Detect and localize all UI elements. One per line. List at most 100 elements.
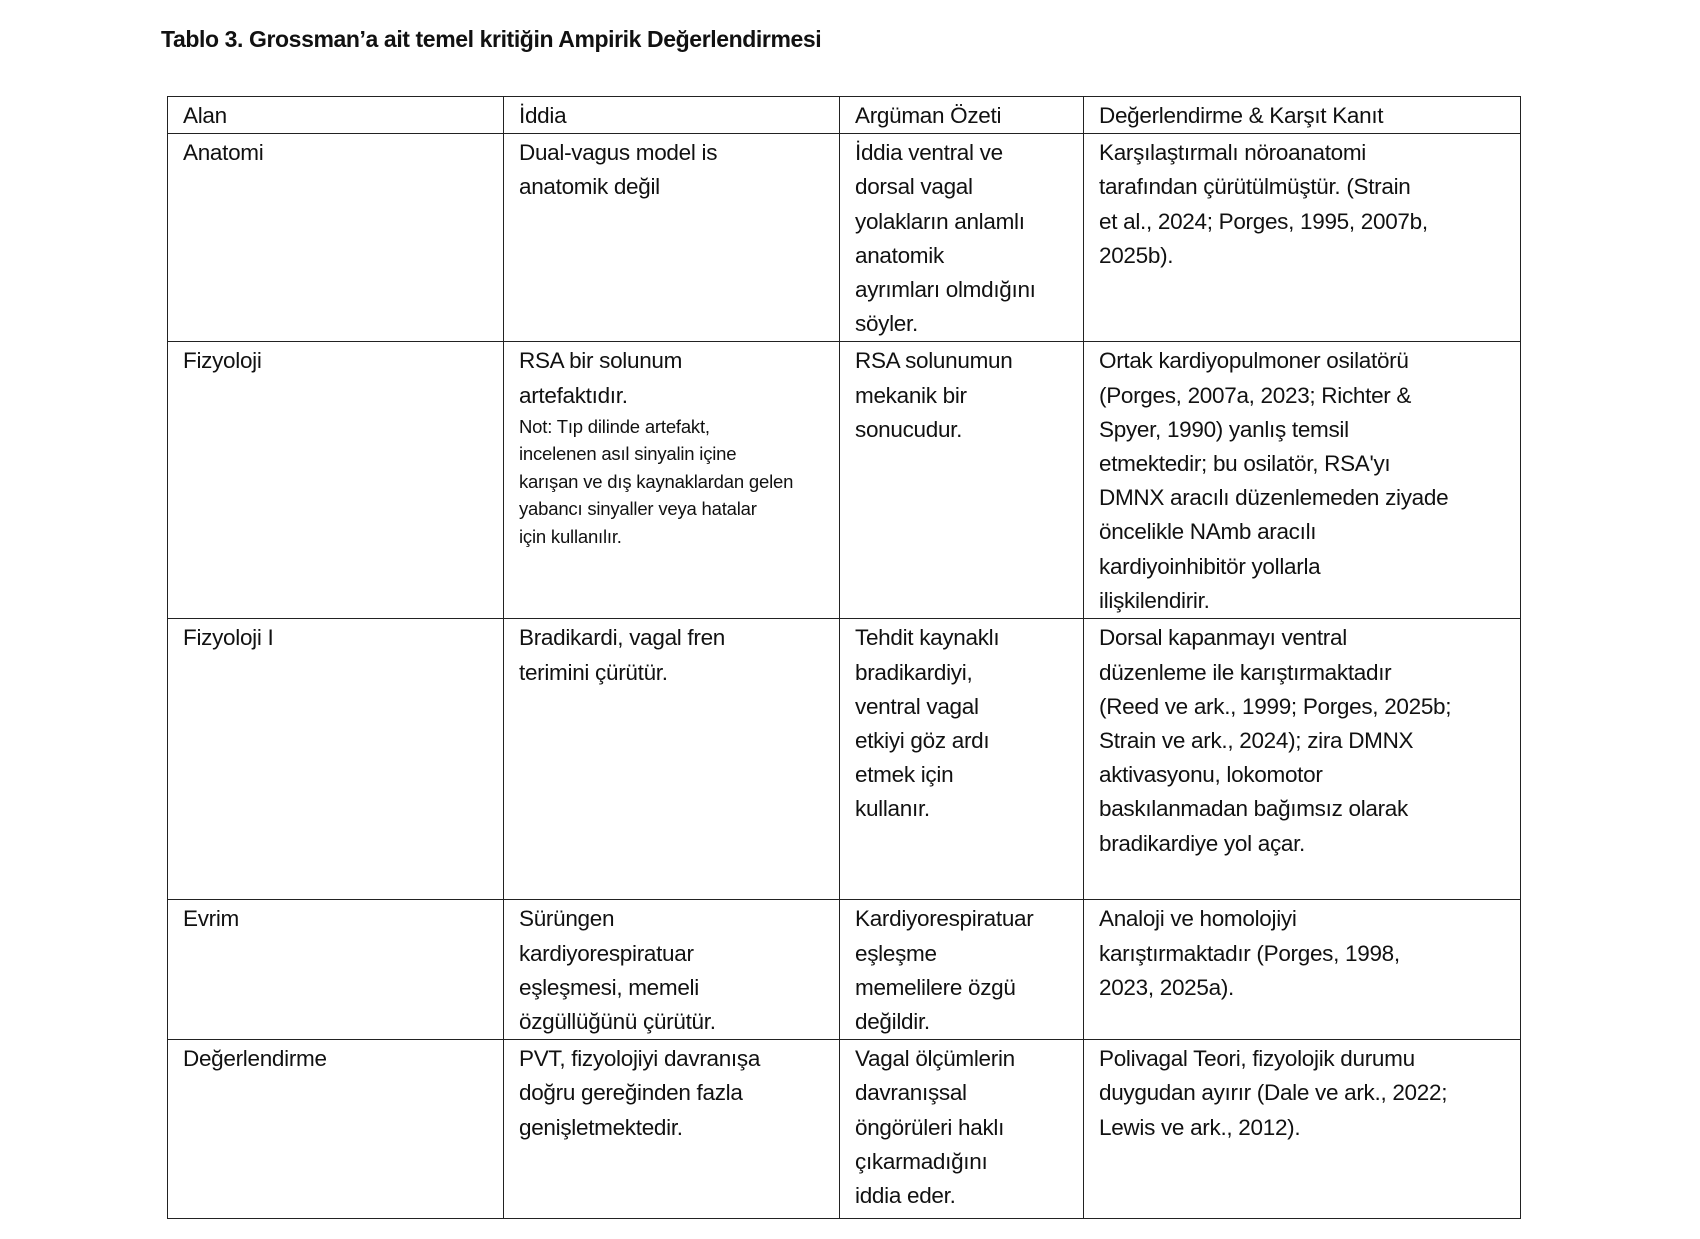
note-line: karışan ve dış kaynaklardan gelen (519, 470, 794, 492)
note-line: incelenen asıl sinyalin içine (519, 443, 737, 465)
cell-line: Değerlendirme (183, 1046, 327, 1072)
cell-line: Strain ve ark., 2024); zira DMNX (1099, 728, 1414, 754)
cell-ozet: İddia ventral ve dorsal vagal yolakların a… (839, 133, 1084, 343)
cell-line: RSA bir solunum (519, 348, 683, 374)
cell-line: artefaktıdır. (519, 382, 628, 408)
cell-degerlendirme: Ortak kardiyopulmoner osilatörü (Porges, … (1083, 341, 1521, 620)
cell-line: ayrımları olmdığını (855, 277, 1036, 303)
cell-line: 2023, 2025a). (1099, 974, 1234, 1000)
cell-iddia: RSA bir solunum artefaktıdır. Not: Tıp dil… (503, 341, 840, 620)
cell-line: Dual-vagus model is (519, 140, 718, 166)
cell-line: iddia eder. (855, 1183, 956, 1209)
note-line: yabancı sinyaller veya hatalar (519, 498, 757, 520)
cell-line: değildir. (855, 1009, 930, 1035)
cell-line: karıştırmaktadır (Porges, 1998, (1099, 940, 1400, 966)
cell-alan: Anatomi (167, 133, 504, 343)
cell-line: genişletmektedir. (519, 1114, 683, 1140)
cell-line: öngörüleri haklı (855, 1114, 1005, 1140)
cell-line: baskılanmadan bağımsız olarak (1099, 796, 1408, 822)
cell-ozet: Kardiyorespiratuar eşleşme memelilere özgü… (839, 899, 1084, 1041)
cell-line: Tehdit kaynaklı (855, 625, 1000, 651)
evaluation-table: Alan İddia Argüman Özeti Değerlendirme &… (167, 95, 1521, 1220)
cell-alan: Fizyoloji I (167, 618, 504, 901)
table-row: Anatomi Dual-vagus model is anatomik değil… (167, 133, 1521, 343)
cell-line: düzenleme ile karıştırmaktadır (1099, 659, 1392, 685)
cell-degerlendirme: Analoji ve homolojiyi karıştırmaktadır (P… (1083, 899, 1521, 1041)
cell-line: Fizyoloji I (183, 625, 274, 651)
cell-line: terimini çürütür. (519, 659, 668, 685)
cell-line: Evrim (183, 906, 239, 932)
cell-line: memelilere özgü (855, 974, 1016, 1000)
header-alan: Alan (167, 95, 504, 135)
cell-line: Vagal ölçümlerin (855, 1046, 1015, 1072)
cell-line: davranışsal (855, 1080, 967, 1106)
cell-line: et al., 2024; Porges, 1995, 2007b, (1099, 208, 1428, 234)
cell-line: çıkarmadığını (855, 1148, 988, 1174)
cell-line: özgüllüğünü çürütür. (519, 1009, 716, 1035)
header-ozet: Argüman Özeti (839, 95, 1084, 135)
cell-line: etmektedir; bu osilatör, RSA'yı (1099, 451, 1391, 477)
cell-iddia: PVT, fizyolojiyi davranışa doğru gereğind… (503, 1039, 840, 1220)
cell-alan: Değerlendirme (167, 1039, 504, 1220)
cell-line: eşleşme (855, 940, 937, 966)
cell-line: Karşılaştırmalı nöroanatomi (1099, 140, 1367, 166)
cell-iddia: Dual-vagus model is anatomik değil (503, 133, 840, 343)
cell-line: sonucudur. (855, 416, 963, 442)
table-caption: Tablo 3. Grossman’a ait temel kritiğin A… (161, 26, 822, 52)
cell-ozet: Tehdit kaynaklı bradikardiyi, ventral vaga… (839, 618, 1084, 901)
cell-degerlendirme: Dorsal kapanmayı ventral düzenleme ile ka… (1083, 618, 1521, 901)
cell-iddia: Bradikardi, vagal fren terimini çürütür. (503, 618, 840, 901)
cell-line: Fizyoloji (183, 348, 262, 374)
header-iddia: İddia (503, 95, 840, 135)
footnote: Not: Tıp dilinde artefakt, incelenen asıl… (519, 413, 839, 551)
cell-line: tarafından çürütülmüştür. (Strain (1099, 174, 1411, 200)
table-row: Evrim Sürüngen kardiyorespiratuar eşleşmesi… (167, 899, 1521, 1041)
cell-line: doğru gereğinden fazla (519, 1080, 743, 1106)
cell-line: anatomik (855, 242, 944, 268)
cell-iddia: Sürüngen kardiyorespiratuar eşleşmesi, mem… (503, 899, 840, 1041)
cell-line: dorsal vagal (855, 174, 973, 200)
cell-line: Polivagal Teori, fizyolojik durumu (1099, 1046, 1415, 1072)
cell-line: Ortak kardiyopulmoner osilatörü (1099, 348, 1409, 374)
cell-line: Kardiyorespiratuar (855, 906, 1034, 932)
cell-line: Bradikardi, vagal fren (519, 625, 726, 651)
cell-alan: Evrim (167, 899, 504, 1041)
cell-line: kardiyorespiratuar (519, 940, 694, 966)
cell-line: Anatomi (183, 140, 264, 166)
cell-ozet: RSA solunumun mekanik bir sonucudur. (839, 341, 1084, 620)
cell-line: etmek için (855, 762, 954, 788)
cell-line: anatomik değil (519, 174, 660, 200)
note-line: için kullanılır. (519, 525, 622, 547)
cell-line: RSA solunumun (855, 348, 1013, 374)
cell-degerlendirme: Polivagal Teori, fizyolojik durumu duygud… (1083, 1039, 1521, 1220)
cell-line: ilişkilendirir. (1099, 587, 1210, 613)
cell-line: eşleşmesi, memeli (519, 974, 699, 1000)
cell-ozet: Vagal ölçümlerin davranışsal öngörüleri ha… (839, 1039, 1084, 1220)
cell-degerlendirme: Karşılaştırmalı nöroanatomi tarafından çü… (1083, 133, 1521, 343)
cell-line: bradikardiye yol açar. (1099, 830, 1306, 856)
cell-line: Dorsal kapanmayı ventral (1099, 625, 1347, 651)
cell-line: DMNX aracılı düzenlemeden ziyade (1099, 485, 1449, 511)
cell-line: (Reed ve ark., 1999; Porges, 2025b; (1099, 693, 1452, 719)
table-row: Değerlendirme PVT, fizyolojiyi davranışa d… (167, 1039, 1521, 1220)
cell-line: duygudan ayırır (Dale ve ark., 2022; (1099, 1080, 1448, 1106)
cell-alan: Fizyoloji (167, 341, 504, 620)
cell-line: öncelikle NAmb aracılı (1099, 519, 1317, 545)
cell-line: bradikardiyi, (855, 659, 973, 685)
cell-line: 2025b). (1099, 242, 1174, 268)
header-row: Alan İddia Argüman Özeti Değerlendirme &… (167, 95, 1521, 135)
cell-line: Spyer, 1990) yanlış temsil (1099, 416, 1349, 442)
cell-line: (Porges, 2007a, 2023; Richter & (1099, 382, 1412, 408)
cell-line: ventral vagal (855, 693, 979, 719)
cell-line: yolakların anlamlı (855, 208, 1025, 234)
cell-line: Lewis ve ark., 2012). (1099, 1114, 1301, 1140)
cell-line: etkiyi göz ardı (855, 728, 990, 754)
cell-line: söyler. (855, 311, 918, 337)
cell-line: Sürüngen (519, 906, 615, 932)
cell-line: aktivasyonu, lokomotor (1099, 762, 1323, 788)
cell-line: kardiyoinhibitör yollarla (1099, 553, 1321, 579)
note-line: Not: Tıp dilinde artefakt, (519, 415, 710, 437)
cell-line: İddia ventral ve (855, 140, 1003, 166)
cell-line: PVT, fizyolojiyi davranışa (519, 1046, 761, 1072)
cell-line: kullanır. (855, 796, 930, 822)
